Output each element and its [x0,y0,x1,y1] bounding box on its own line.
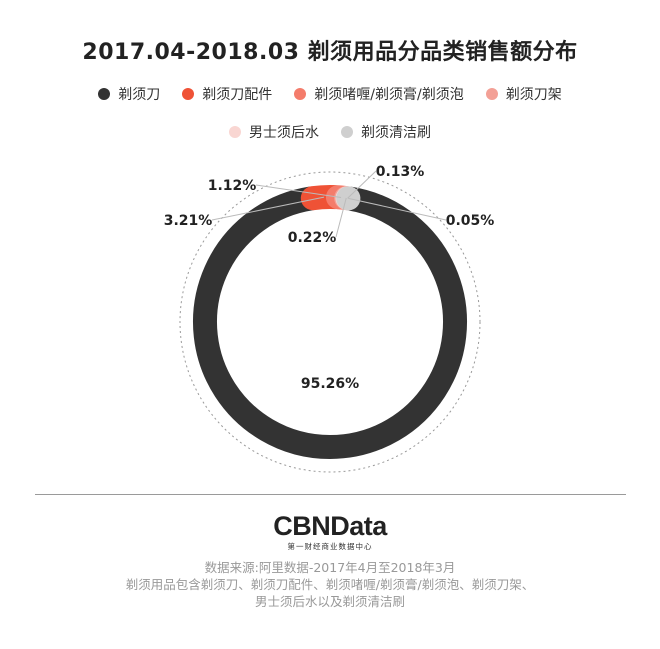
source-line: 男士须后水以及剃须清洁刷 [254,594,405,609]
legend-label: 剃须刀 [118,87,161,103]
legend-item[interactable]: 剃须啫喱/剃须膏/剃须泡 [294,84,464,104]
leader-line [348,197,447,221]
legend-item[interactable]: 剃须刀 [98,84,160,104]
brand-subtitle: 第一财经商业数据中心 [287,542,373,551]
chart-title: 2017.04-2018.03 剃须用品分品类销售额分布 [82,40,578,65]
data-label: 95.26% [301,376,359,392]
legend-label: 剃须啫喱/剃须膏/剃须泡 [314,87,464,103]
legend-label: 男士须后水 [249,125,319,141]
donut-slice [193,186,467,459]
source-note: 数据来源:阿里数据-2017年4月至2018年3月 剃须用品包含剃须刀、剃须刀配… [0,559,660,610]
source-line: 剃须用品包含剃须刀、剃须刀配件、剃须啫喱/剃须膏/剃须泡、剃须刀架、 [125,577,535,592]
legend-swatch [485,88,498,100]
legend-item[interactable]: 剃须刀架 [485,84,562,104]
legend-item[interactable]: 男士须后水 [229,122,319,142]
leader-line [347,170,377,199]
legend-swatch [98,88,111,100]
donut-chart: 95.26% 3.21% 1.12% 0.22% 0.13% 0.05% [164,164,495,473]
leader-lines [211,170,447,238]
data-labels: 95.26% 3.21% 1.12% 0.22% 0.13% 0.05% [164,164,495,392]
leader-line [211,196,325,221]
leader-line [335,197,347,238]
data-label: 0.22% [288,230,337,246]
legend-item[interactable]: 剃须刀配件 [182,84,272,104]
leader-line [255,184,342,198]
legend-swatch [341,126,353,138]
legend-label: 剃须刀配件 [202,87,273,103]
legend-swatch [229,126,241,138]
legend-swatch [182,88,195,100]
legend-item[interactable]: 剃须清洁刷 [341,122,431,142]
data-label: 3.21% [164,213,213,229]
legend: 剃须刀 剃须刀配件 剃须啫喱/剃须膏/剃须泡 剃须刀架 [0,84,660,104]
brand-logo: CBNData 第一财经商业数据中心 [0,512,660,552]
data-label: 0.13% [376,164,425,180]
legend-label: 剃须刀架 [505,87,562,103]
legend-row-2: 男士须后水 剃须清洁刷 [0,122,660,142]
legend-label: 剃须清洁刷 [361,125,431,141]
data-label: 0.05% [446,213,495,229]
divider [35,494,626,495]
source-line: 数据来源:阿里数据-2017年4月至2018年3月 [204,560,456,575]
data-label: 1.12% [208,178,257,194]
outer-dashed-ring [179,171,481,473]
legend-swatch [294,88,307,100]
brand-name: CBNData [273,511,387,541]
